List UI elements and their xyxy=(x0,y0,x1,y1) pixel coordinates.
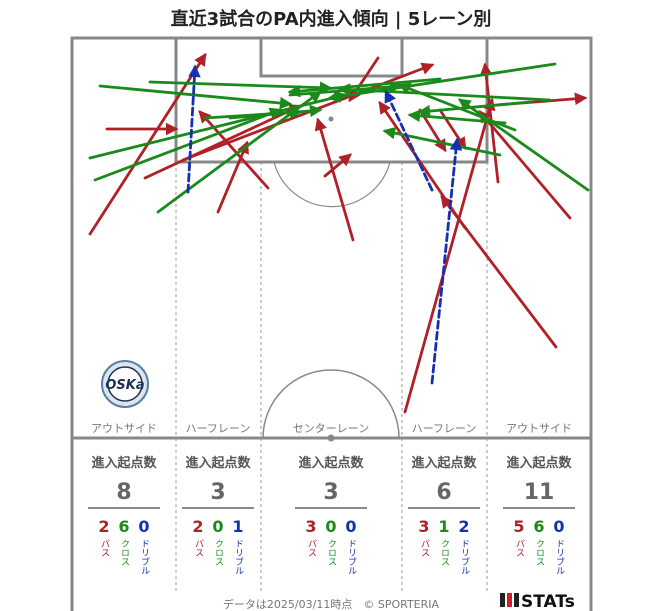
cross-arrow xyxy=(88,91,348,160)
stat-dribble-label: ドリブル xyxy=(554,539,565,575)
stat-header: 進入起点数 xyxy=(506,455,572,471)
pass-arrow xyxy=(378,100,467,230)
pass-arrow xyxy=(198,110,270,190)
lane-name-2: センターレーン xyxy=(293,422,369,435)
cross-arrow xyxy=(287,77,442,98)
page-title: 直近3試合のPA内進入傾向 | 5レーン別 xyxy=(171,8,492,30)
stat-pass-label: パス xyxy=(193,539,204,557)
stat-pass-label: パス xyxy=(99,539,110,557)
stat-cross-label: クロス xyxy=(213,539,223,566)
stat-total: 3 xyxy=(210,480,225,505)
stat-dribble-label: ドリブル xyxy=(459,539,470,575)
dribble-arrow xyxy=(384,89,434,192)
stat-pass-label: パス xyxy=(514,539,525,557)
brand-name: STATs xyxy=(521,592,575,611)
stat-header: 進入起点数 xyxy=(411,455,477,471)
stat-pass-label: パス xyxy=(306,539,317,557)
stat-dribble-count: 0 xyxy=(138,517,149,536)
center-spot xyxy=(327,434,335,442)
stat-dribble-count: 1 xyxy=(232,517,243,536)
stat-dribble-count: 0 xyxy=(553,517,564,536)
stat-pass-count: 3 xyxy=(418,517,429,536)
stat-dribble-label: ドリブル xyxy=(346,539,357,575)
stat-dribble-label: ドリブル xyxy=(233,539,244,575)
stat-header: 進入起点数 xyxy=(298,455,364,471)
pass-arrow xyxy=(323,153,352,178)
center-circle-arc xyxy=(262,369,400,439)
lane-stats-2: 進入起点数 33 パス 0 クロス 0 ドリブル xyxy=(295,455,367,575)
cross-arrow xyxy=(203,106,303,120)
cross-arrow xyxy=(93,107,283,182)
stat-cross-count: 0 xyxy=(325,517,336,536)
stat-header: 進入起点数 xyxy=(185,455,251,471)
penalty-arc xyxy=(273,161,391,208)
stat-pass-count: 5 xyxy=(513,517,524,536)
lane-name-3: ハーフレーン xyxy=(412,422,477,435)
stat-cross-count: 0 xyxy=(212,517,223,536)
lane-name-labels: アウトサイド ハーフレーン センターレーン ハーフレーン アウトサイド xyxy=(91,422,572,435)
lane-name-4: アウトサイド xyxy=(506,422,572,435)
cross-arrow xyxy=(457,98,590,192)
cross-arrow xyxy=(417,100,532,118)
brand-logo: STATs xyxy=(500,592,575,611)
lane-stats-1: 進入起点数 32 パス 0 クロス 1 ドリブル xyxy=(182,455,254,575)
pass-arrow xyxy=(478,110,572,220)
stat-cross-label: クロス xyxy=(119,539,129,566)
penalty-spot xyxy=(328,116,334,122)
dribble-arrow xyxy=(430,137,463,385)
stat-total: 8 xyxy=(116,480,131,505)
pass-arrow xyxy=(314,117,355,242)
entry-arrows xyxy=(88,52,590,414)
cross-arrow xyxy=(98,84,293,110)
stat-cross-label: クロス xyxy=(534,539,544,566)
svg-text:OSKa: OSKa xyxy=(105,378,144,393)
stat-header: 進入起点数 xyxy=(91,455,157,471)
cross-arrow xyxy=(327,62,557,103)
stat-cross-count: 6 xyxy=(533,517,544,536)
dribble-arrow xyxy=(186,64,201,194)
stat-dribble-label: ドリブル xyxy=(139,539,150,575)
lane-stats-3: 進入起点数 63 パス 1 クロス 2 ドリブル xyxy=(408,455,480,575)
lane-stats-4: 進入起点数 115 パス 6 クロス 0 ドリブル xyxy=(503,455,575,575)
stat-total: 11 xyxy=(524,480,555,505)
stat-cross-count: 1 xyxy=(438,517,449,536)
stat-pass-count: 2 xyxy=(192,517,203,536)
stat-total: 3 xyxy=(323,480,338,505)
stat-total: 6 xyxy=(436,480,451,505)
lane-stats: 進入起点数82パス6クロス0ドリブル進入起点数32パス0クロス1ドリブル進入起点… xyxy=(88,455,575,575)
stat-pass-label: パス xyxy=(419,539,430,557)
cross-arrow xyxy=(382,126,502,157)
pass-arrow xyxy=(216,140,249,214)
stat-pass-count: 3 xyxy=(305,517,316,536)
stat-pass-count: 2 xyxy=(98,517,109,536)
stat-dribble-count: 0 xyxy=(345,517,356,536)
lane-name-0: アウトサイド xyxy=(91,422,157,435)
cross-arrow xyxy=(337,83,552,102)
lane-stats-0: 進入起点数 82 パス 6 クロス 0 ドリブル xyxy=(88,455,160,575)
club-logo: OSKa xyxy=(101,360,149,408)
goal-area xyxy=(259,36,404,78)
lane-name-1: ハーフレーン xyxy=(186,422,251,435)
lane-dividers xyxy=(175,162,488,594)
stat-cross-label: クロス xyxy=(439,539,449,566)
stat-cross-count: 6 xyxy=(118,517,129,536)
stat-dribble-count: 2 xyxy=(458,517,469,536)
pass-arrow xyxy=(403,97,496,414)
stat-cross-label: クロス xyxy=(326,539,336,566)
footer-note: データは2025/03/11時点 © SPORTERIA xyxy=(223,597,440,611)
